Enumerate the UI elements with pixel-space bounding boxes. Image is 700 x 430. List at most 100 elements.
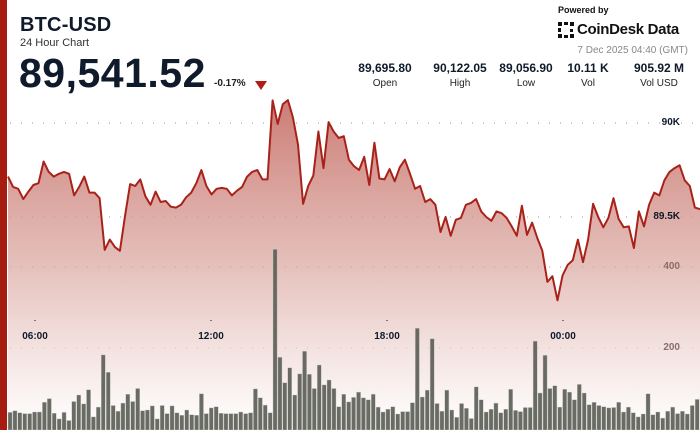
volume-bar — [189, 414, 194, 430]
chart-subtitle: 24 Hour Chart — [20, 37, 90, 49]
x-tick-mark — [34, 320, 36, 321]
volume-bar — [532, 340, 538, 430]
volume-bar — [478, 399, 484, 430]
volume-bar — [292, 394, 298, 430]
volume-bar — [410, 402, 415, 430]
volume-bar — [400, 411, 405, 430]
stat-value: 10.11 K — [567, 61, 609, 75]
volume-bar — [596, 405, 602, 430]
volume-bar — [655, 411, 661, 430]
volume-bar — [164, 413, 170, 430]
volume-bar — [636, 416, 641, 430]
volume-bar — [336, 406, 342, 430]
volume-bar — [366, 399, 371, 430]
volume-bar — [650, 414, 656, 430]
volume-bar — [572, 399, 577, 430]
volume-bar — [616, 402, 621, 430]
volume-bar — [405, 411, 410, 430]
volume-bar — [444, 389, 450, 430]
time-tick-label: 06:00 — [22, 331, 48, 342]
volume-bar — [680, 411, 685, 430]
volume-bar — [22, 413, 28, 430]
volume-bar — [258, 397, 263, 430]
volume-bar — [56, 418, 62, 430]
stat-label: Vol — [581, 78, 595, 89]
price-line — [7, 99, 700, 302]
volume-bar — [145, 409, 150, 430]
x-tick-mark — [386, 320, 388, 321]
powered-by: Powered by — [558, 5, 609, 15]
volume-bar — [287, 367, 293, 430]
volume-bar — [449, 409, 455, 430]
accent-bar — [0, 0, 7, 430]
volume-bar — [474, 386, 479, 430]
coindesk-logo[interactable]: CoinDesk Data — [558, 21, 679, 38]
price-tick-label: 90K — [661, 117, 680, 128]
volume-bars — [7, 248, 700, 430]
volume-bar — [17, 412, 23, 430]
time-tick-label: 00:00 — [550, 331, 576, 342]
volume-bar — [582, 392, 587, 430]
volume-bar — [454, 417, 459, 430]
volume-bar — [47, 398, 52, 430]
volume-bar — [567, 391, 572, 430]
volume-bar — [42, 402, 47, 430]
volume-bar — [346, 401, 351, 430]
price-tick-label: 89.5K — [653, 211, 680, 222]
stat-value: 90,122.05 — [433, 61, 487, 75]
volume-bar — [91, 416, 96, 430]
volume-bar — [71, 401, 77, 430]
volume-bar — [140, 410, 145, 430]
volume-bar — [380, 411, 386, 430]
volume-bar — [12, 410, 18, 430]
volume-bar — [390, 406, 396, 430]
volume-bar — [547, 388, 553, 430]
volume-bar — [120, 402, 126, 430]
volume-bar — [150, 405, 155, 430]
volume-bar — [233, 413, 239, 430]
volume-bar — [562, 389, 567, 430]
x-tick-marks — [34, 320, 564, 321]
timestamp: 7 Dec 2025 04:40 (GMT) — [577, 45, 688, 56]
volume-bar — [395, 413, 401, 430]
volume-bar — [665, 411, 670, 430]
volume-bar — [52, 413, 57, 430]
symbol-title: BTC-USD — [20, 14, 112, 36]
volume-bar — [317, 364, 322, 430]
volume-bar — [32, 411, 37, 430]
volume-bar — [690, 405, 695, 430]
volume-bar — [66, 420, 72, 430]
volume-bar — [204, 413, 209, 430]
volume-bar — [508, 389, 513, 430]
volume-bar — [425, 389, 430, 430]
volume-bar — [81, 403, 86, 430]
volume-bar — [591, 402, 597, 430]
volume-bar — [375, 406, 381, 430]
volume-bar — [513, 410, 518, 430]
volume-tick-label: 400 — [663, 261, 680, 272]
volume-bar — [528, 407, 533, 430]
volume-bar — [439, 411, 445, 430]
coindesk-logo-icon — [558, 21, 574, 38]
price-area — [8, 100, 700, 430]
volume-bar — [483, 411, 489, 430]
volume-bar — [282, 382, 288, 430]
volume-bar — [213, 406, 219, 430]
volume-bar — [626, 406, 631, 430]
volume-bar — [503, 409, 509, 430]
volume-bar — [326, 379, 332, 430]
volume-bar — [552, 385, 558, 430]
stat-vol: 10.11 K Vol — [548, 61, 628, 89]
volume-bar — [27, 413, 32, 430]
volume-bar — [86, 389, 91, 430]
volume-bar — [518, 411, 523, 430]
stat-label: High — [449, 78, 471, 89]
volume-bar — [498, 412, 504, 430]
volume-bar — [670, 406, 675, 430]
volume-bar — [493, 402, 499, 430]
volume-bar — [179, 415, 185, 430]
volume-bar — [341, 394, 347, 430]
volume-bar — [385, 409, 391, 430]
volume-bar — [263, 404, 268, 430]
